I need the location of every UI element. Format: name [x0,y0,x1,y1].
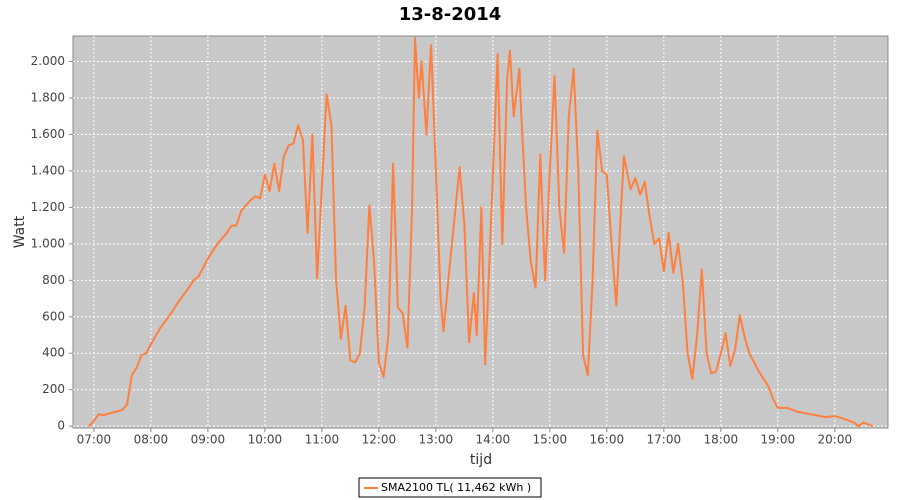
y-axis-label: Watt [12,215,28,248]
y-tick-label: 1.400 [31,163,65,177]
y-tick-label: 1.000 [31,236,65,250]
y-tick-label: 1.200 [31,200,65,214]
x-tick-label: 10:00 [248,433,283,447]
y-tick-label: 400 [42,346,65,360]
y-tick-label: 2.000 [31,54,65,68]
x-tick-label: 12:00 [362,433,397,447]
x-tick-label: 17:00 [647,433,682,447]
x-axis-label: tijd [470,452,492,468]
x-tick-label: 14:00 [476,433,511,447]
y-tick-label: 600 [42,309,65,323]
x-tick-label: 19:00 [761,433,796,447]
x-tick-label: 09:00 [191,433,226,447]
chart-title: 13-8-2014 [399,4,502,25]
legend-label: SMA2100 TL( 11,462 kWh ) [381,481,531,494]
x-tick-label: 16:00 [590,433,625,447]
x-tick-label: 08:00 [134,433,169,447]
y-tick-label: 200 [42,382,65,396]
y-tick-label: 0 [57,419,65,433]
x-tick-label: 20:00 [818,433,853,447]
y-tick-label: 800 [42,273,65,287]
x-tick-label: 07:00 [77,433,112,447]
x-tick-label: 18:00 [704,433,739,447]
x-tick-label: 11:00 [305,433,340,447]
data-line [88,36,874,428]
legend [358,477,542,498]
x-tick-label: 15:00 [533,433,568,447]
x-tick-label: 13:00 [419,433,454,447]
y-tick-label: 1.800 [31,90,65,104]
y-tick-label: 1.600 [31,127,65,141]
